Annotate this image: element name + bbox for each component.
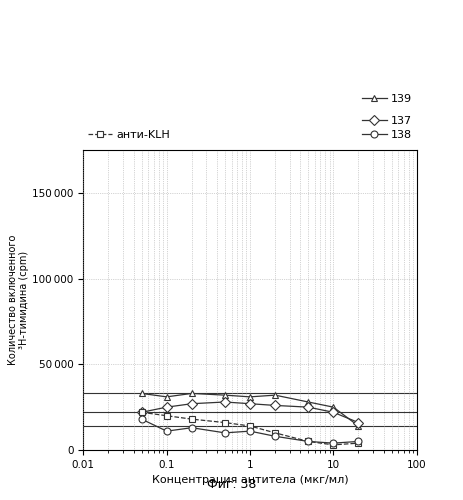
Legend: 139: 139 xyxy=(358,89,417,108)
Y-axis label: Количество включенного
³H-тимидина (cpm): Количество включенного ³H-тимидина (cpm) xyxy=(8,235,30,365)
Text: Фиг. 38: Фиг. 38 xyxy=(207,478,256,490)
X-axis label: Концентрация антитела (мкг/мл): Концентрация антитела (мкг/мл) xyxy=(152,476,348,486)
